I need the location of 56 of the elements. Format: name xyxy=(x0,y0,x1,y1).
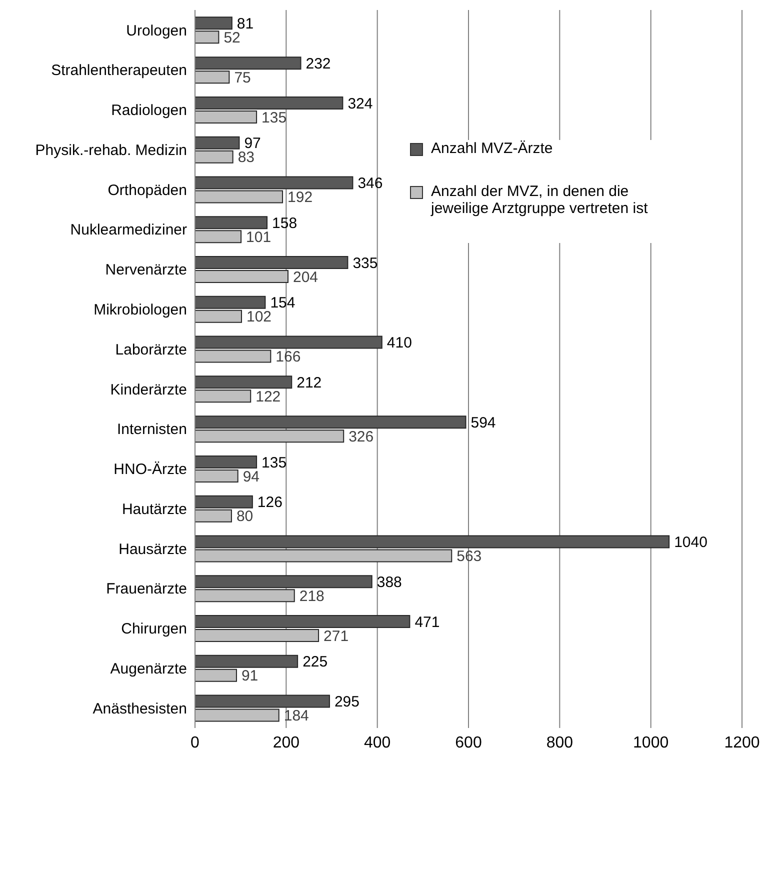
data-label: 295 xyxy=(334,694,360,711)
data-label: 410 xyxy=(386,334,412,352)
data-label: 232 xyxy=(306,55,331,72)
x-tick-label: 0 xyxy=(190,734,200,752)
data-label: 102 xyxy=(246,308,272,326)
x-tick-label: 200 xyxy=(272,734,300,752)
y-tick-label: Hausärzte xyxy=(118,540,187,558)
data-label: 94 xyxy=(242,468,260,486)
x-tick-label: 800 xyxy=(546,734,574,752)
y-tick-label: Mikrobiologen xyxy=(94,301,187,318)
y-tick-label: Nuklearmediziner xyxy=(70,222,187,239)
data-label: 135 xyxy=(262,454,287,472)
y-tick-label: Physik.-rehab. Medizin xyxy=(35,142,187,159)
data-label: 346 xyxy=(358,175,383,192)
data-label: 388 xyxy=(376,574,402,591)
data-label: 135 xyxy=(262,109,287,126)
data-label: 101 xyxy=(246,228,272,246)
y-tick-label: Strahlentherapeuten xyxy=(51,62,187,80)
y-tick-label: Internisten xyxy=(116,421,187,438)
y-tick-label: Augenärzte xyxy=(110,660,187,678)
x-tick-label: 1000 xyxy=(633,734,669,752)
data-label: 471 xyxy=(414,614,440,631)
data-label: 271 xyxy=(324,628,349,645)
y-tick-label: Orthopäden xyxy=(108,182,187,199)
data-label: 154 xyxy=(270,294,296,312)
y-tick-label: HNO-Ärzte xyxy=(114,461,187,478)
data-label: 326 xyxy=(348,428,374,446)
y-tick-label: Urologen xyxy=(126,22,187,40)
data-label: 218 xyxy=(299,588,324,605)
data-label: 335 xyxy=(352,254,378,272)
data-label: 204 xyxy=(292,268,318,286)
y-tick-label: Laborärzte xyxy=(115,341,187,358)
data-label: 80 xyxy=(236,508,254,526)
x-tick-label: 400 xyxy=(364,734,391,752)
data-label: 158 xyxy=(272,214,298,232)
y-tick-label: Chirurgen xyxy=(121,620,187,638)
y-tick-label: Hautärzte xyxy=(122,500,187,518)
data-label: 122 xyxy=(256,388,281,406)
data-label: 75 xyxy=(234,69,251,86)
data-label: 1040 xyxy=(674,534,708,552)
data-label: 126 xyxy=(257,494,282,512)
data-label: 324 xyxy=(348,95,373,112)
data-label: 225 xyxy=(302,654,328,671)
x-tick-label: 1200 xyxy=(724,734,760,752)
y-tick-label: Kinderärzte xyxy=(110,381,187,398)
data-label: 212 xyxy=(296,374,322,392)
legend-label: Anzahl der MVZ, in denen die jeweilige Arztgruppe vertreten ist xyxy=(431,183,649,217)
data-label: 91 xyxy=(241,668,258,685)
legend-label: Anzahl MVZ-Ärzte xyxy=(431,140,553,157)
y-tick-label: Nervenärzte xyxy=(105,262,187,279)
y-tick-label: Frauenärzte xyxy=(106,580,187,598)
data-label: 594 xyxy=(470,414,496,432)
y-tick-label: Radiologen xyxy=(111,102,187,120)
x-tick-label: 600 xyxy=(455,734,482,752)
y-tick-label: Anästhesisten xyxy=(92,700,187,718)
data-label: 192 xyxy=(288,189,313,206)
